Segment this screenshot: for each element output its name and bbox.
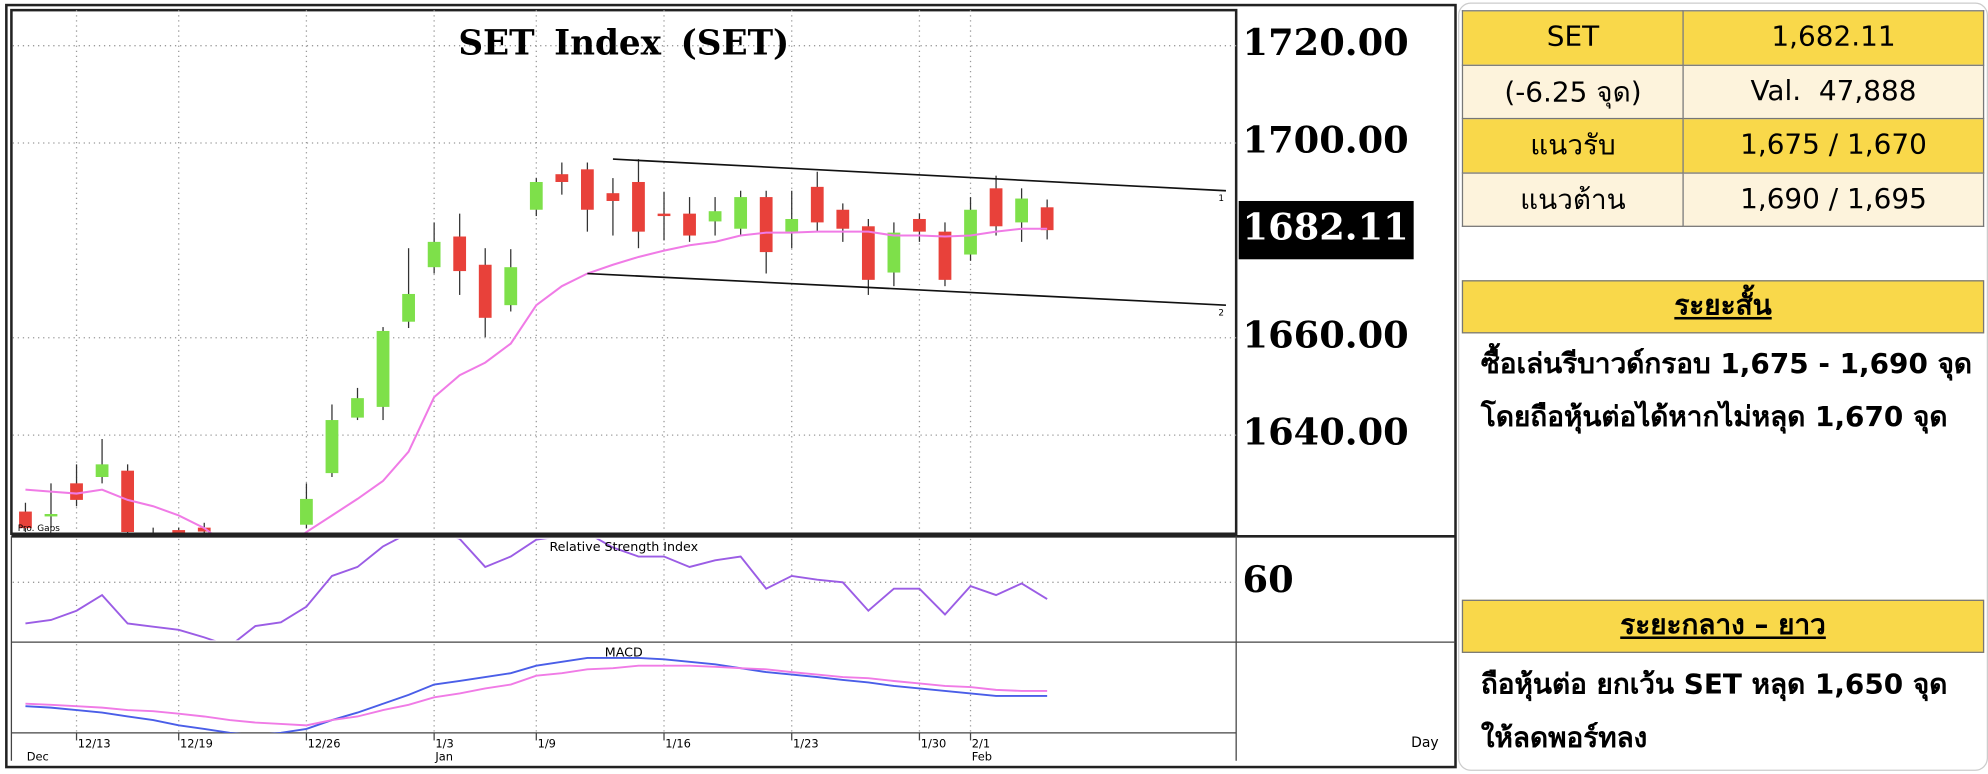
trend-line — [587, 272, 1226, 306]
candle-body — [989, 188, 1003, 227]
plot-area — [25, 656, 1048, 733]
month-label: Feb — [972, 749, 992, 763]
candle-body — [1040, 207, 1054, 231]
section-text: ซื้อเล่นรีบาวด์กรอบ 1,675 - 1,690 จุดโดย… — [1480, 348, 1973, 434]
x-tick-label: 1/16 — [665, 737, 691, 751]
candle-body — [172, 530, 186, 533]
month-label: Dec — [27, 749, 49, 763]
candle-body — [504, 267, 518, 306]
indicator-line — [25, 656, 1048, 733]
y-tick-label: 1660.00 — [1243, 312, 1409, 356]
month-label: Jan — [434, 749, 453, 763]
candle-body — [478, 264, 492, 318]
y-tick-label: 1720.00 — [1243, 20, 1409, 64]
x-tick-label: 12/19 — [180, 737, 213, 751]
summary-table: SET 1,682.11 (-6.25 จุด) Val. 47,888 แนวรั… — [1461, 10, 1985, 227]
cell: 1,682.11 — [1682, 10, 1985, 66]
candle-body — [734, 197, 748, 229]
candle-body — [376, 330, 390, 407]
cell: 1,690 / 1,695 — [1682, 171, 1985, 227]
panel-title: Relative Strength Index — [549, 539, 698, 554]
indicator-line — [25, 538, 1048, 641]
trend-label: 1 — [1218, 194, 1224, 204]
candle-body — [44, 514, 58, 517]
x-tick-label: 12/13 — [78, 737, 111, 751]
candle-body — [402, 293, 415, 322]
candle-body — [938, 231, 952, 280]
x-tick-label: 1/30 — [921, 737, 947, 751]
x-tick-label: 2/1 — [972, 737, 990, 751]
section-title: ระยะสั้น — [1461, 280, 1985, 334]
section-title: ระยะกลาง – ยาว — [1461, 599, 1985, 653]
candle-body — [683, 213, 696, 236]
y-tick-label: 1700.00 — [1243, 118, 1409, 162]
candle-body — [300, 498, 313, 525]
plot-area — [19, 159, 1054, 533]
moving-average — [25, 227, 1048, 533]
candle-body — [197, 527, 211, 532]
cell: 1,675 / 1,670 — [1682, 117, 1985, 174]
trend-label: 2 — [1218, 308, 1224, 318]
candle-body — [810, 186, 824, 223]
candle-body — [529, 181, 543, 210]
candle-body — [657, 213, 671, 217]
candle-body — [759, 197, 773, 253]
indicator-line — [25, 664, 1048, 727]
cell: แนวต้าน — [1461, 171, 1685, 227]
x-axis-label: Day — [1411, 735, 1439, 751]
candle-body — [1015, 198, 1028, 223]
trend-line — [612, 158, 1226, 192]
candle-body — [913, 218, 926, 232]
main-panel — [10, 8, 1238, 536]
candle-body — [964, 209, 977, 255]
cell: Val. 47,888 — [1682, 64, 1985, 120]
candle-body — [708, 211, 722, 222]
candle-body — [555, 174, 569, 182]
cell: SET — [1461, 10, 1685, 66]
panel-title: MACD — [605, 644, 643, 659]
candle-body — [453, 236, 467, 272]
candle-body — [836, 209, 850, 229]
candle-body — [95, 464, 109, 478]
note: Pro. Gaps — [18, 524, 60, 534]
x-tick-label: 1/3 — [435, 737, 453, 751]
chart-title: SET Index (SET) — [458, 24, 789, 64]
cell: (-6.25 จุด) — [1461, 64, 1685, 120]
x-tick-label: 1/9 — [538, 737, 556, 751]
section-text: ถือหุ้นต่อ ยกเว้น SET หลุด 1,650 จุด ให้… — [1480, 669, 1948, 755]
candle-body — [325, 420, 339, 474]
candle-body — [427, 241, 441, 268]
last-price-label: 1682.11 — [1243, 205, 1409, 249]
candle-body — [887, 232, 901, 273]
candle-body — [19, 511, 32, 529]
candle-body — [606, 193, 620, 201]
x-tick-label: 12/26 — [308, 737, 341, 751]
candle-body — [632, 181, 645, 232]
y-tick-label: 1640.00 — [1243, 410, 1409, 454]
plot-area — [25, 538, 1048, 641]
x-tick-label: 1/23 — [793, 737, 819, 751]
last-price-box — [1238, 200, 1414, 260]
candle-body — [861, 226, 875, 280]
chart: 12/13 12/19 12/26 1/3 1/9 1/16 1/23 1/30 2/1 Dec J… — [5, 3, 1457, 769]
candle-body — [351, 398, 364, 418]
cell: แนวรับ — [1461, 117, 1685, 174]
y-tick-label: 60 — [1243, 557, 1294, 601]
candle-body — [121, 470, 135, 533]
chart-frame — [5, 3, 1457, 769]
candle-body — [70, 483, 83, 500]
candle-body — [580, 169, 594, 210]
candle-body — [785, 218, 799, 232]
